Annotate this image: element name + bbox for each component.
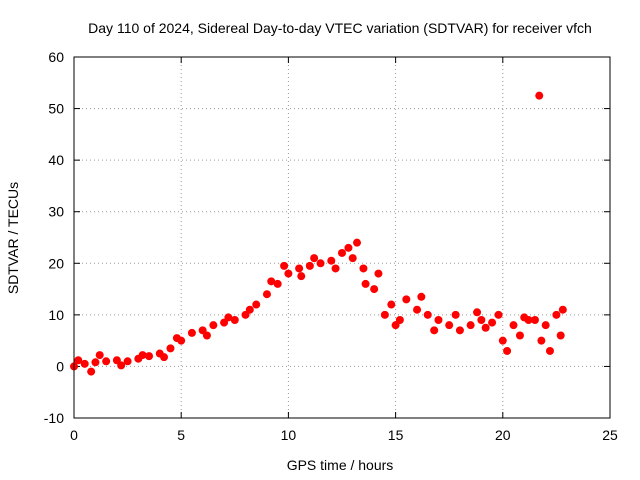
data-point xyxy=(187,328,196,337)
data-point xyxy=(387,300,396,309)
data-point xyxy=(530,316,539,325)
data-point xyxy=(430,326,439,335)
data-point xyxy=(370,285,379,294)
data-point xyxy=(123,357,132,366)
data-point xyxy=(537,336,546,345)
data-point xyxy=(310,254,319,263)
chart-title: Day 110 of 2024, Sidereal Day-to-day VTE… xyxy=(88,20,592,36)
data-point xyxy=(262,290,271,299)
data-point xyxy=(359,264,368,273)
data-point xyxy=(209,321,218,330)
x-tick-label: 20 xyxy=(495,427,511,443)
data-point xyxy=(230,316,239,325)
x-axis-label: GPS time / hours xyxy=(287,457,394,473)
data-point xyxy=(145,352,154,361)
data-point xyxy=(451,310,460,319)
data-point xyxy=(138,351,147,360)
y-tick-label: -10 xyxy=(44,410,64,426)
data-point xyxy=(280,261,289,270)
y-tick-label: 60 xyxy=(48,49,64,65)
data-point xyxy=(503,346,512,355)
data-point xyxy=(202,331,211,340)
data-point xyxy=(224,313,233,322)
data-point xyxy=(423,310,432,319)
data-point xyxy=(402,295,411,304)
y-tick-label: 0 xyxy=(56,358,64,374)
data-point xyxy=(515,331,524,340)
x-tick-label: 15 xyxy=(388,427,404,443)
x-tick-label: 10 xyxy=(281,427,297,443)
data-point xyxy=(102,357,111,366)
data-point xyxy=(166,344,175,353)
y-axis-label: SDTVAR / TECUs xyxy=(5,182,21,294)
data-point xyxy=(488,318,497,327)
data-point xyxy=(541,321,550,330)
data-point xyxy=(417,292,426,301)
data-point xyxy=(117,361,126,370)
data-point xyxy=(361,279,370,288)
data-point xyxy=(344,243,353,252)
data-point xyxy=(481,323,490,332)
data-point xyxy=(331,264,340,273)
data-point xyxy=(295,264,304,273)
data-point xyxy=(245,305,254,314)
data-point xyxy=(545,346,554,355)
data-point xyxy=(160,353,169,362)
data-point xyxy=(558,305,567,314)
data-point xyxy=(316,259,325,268)
y-tick-label: 30 xyxy=(48,204,64,220)
y-tick-label: 50 xyxy=(48,101,64,117)
data-point xyxy=(494,310,503,319)
x-tick-label: 5 xyxy=(177,427,185,443)
data-point xyxy=(74,356,83,365)
data-point xyxy=(91,358,100,367)
data-point xyxy=(413,305,422,314)
y-tick-label: 20 xyxy=(48,255,64,271)
data-point xyxy=(473,308,482,317)
data-point xyxy=(353,238,362,247)
data-point xyxy=(305,261,314,270)
grid xyxy=(74,57,610,418)
data-point xyxy=(267,277,276,286)
data-point xyxy=(552,310,561,319)
data-point xyxy=(455,326,464,335)
data-point xyxy=(556,331,565,340)
data-point xyxy=(297,272,306,281)
data-point xyxy=(273,279,282,288)
y-tick-label: 40 xyxy=(48,152,64,168)
data-point xyxy=(434,316,443,325)
data-point xyxy=(380,310,389,319)
x-tick-label: 25 xyxy=(602,427,618,443)
data-point xyxy=(172,334,181,343)
data-point xyxy=(87,367,96,376)
data-point xyxy=(509,321,518,330)
data-point xyxy=(338,248,346,257)
data-point xyxy=(95,351,104,360)
data-point xyxy=(466,321,475,330)
data-point xyxy=(535,91,544,100)
data-point xyxy=(445,321,454,330)
data-point xyxy=(395,316,404,325)
data-point xyxy=(498,336,507,345)
x-tick-label: 0 xyxy=(70,427,78,443)
data-point xyxy=(327,256,336,265)
data-point xyxy=(524,316,533,325)
data-points xyxy=(70,91,567,376)
data-point xyxy=(284,269,293,278)
plot-frame xyxy=(73,56,611,419)
y-tick-label: 10 xyxy=(48,307,64,323)
data-point xyxy=(374,269,383,278)
data-point xyxy=(477,316,486,325)
data-point xyxy=(252,300,261,309)
data-point xyxy=(348,254,357,263)
data-point xyxy=(80,359,89,368)
